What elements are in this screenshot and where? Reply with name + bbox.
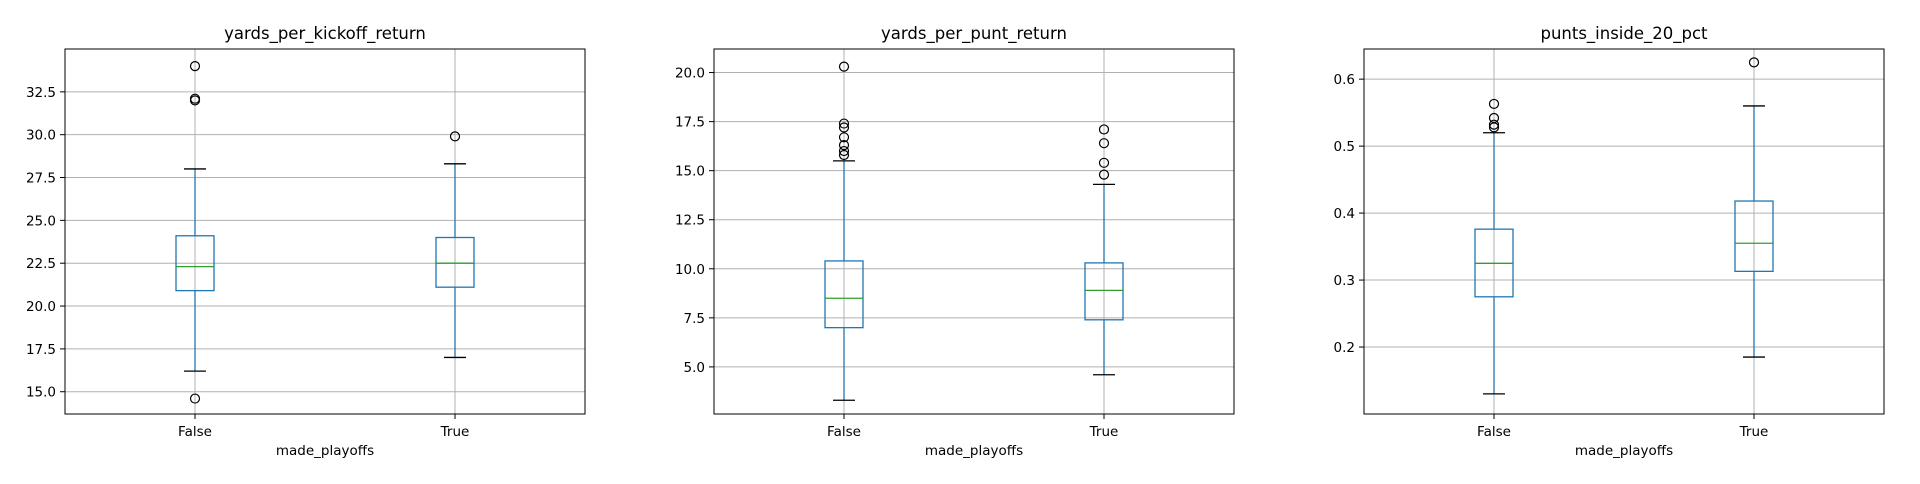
y-tick-label: 20.0 — [26, 299, 56, 315]
outlier-point — [838, 132, 850, 143]
outlier-point — [189, 93, 201, 104]
y-tick-label: 7.5 — [684, 311, 705, 327]
axes-frame — [64, 48, 586, 415]
box-True — [435, 131, 475, 359]
x-axis-label: made_playoffs — [276, 443, 374, 459]
outlier-point — [189, 61, 201, 72]
outlier-point — [1098, 138, 1110, 149]
y-tick-label: 5.0 — [684, 360, 705, 376]
y-tick-label: 0.4 — [1334, 206, 1355, 222]
box-True — [1734, 57, 1774, 358]
subplot-yards_per_kickoff_return: 15.0 17.5 20.0 22.5 25.0 27.5 30.0 32.5 False Tru… — [26, 24, 586, 459]
y-tick-label: 15.0 — [26, 385, 56, 401]
box-False — [1474, 98, 1514, 395]
x-tick-label: False — [178, 424, 212, 440]
x-axis-label: made_playoffs — [1575, 443, 1673, 459]
x-tick-label: False — [827, 424, 861, 440]
y-tick-label: 12.5 — [675, 213, 705, 229]
outlier-point — [838, 145, 850, 157]
outlier-point — [1488, 119, 1500, 130]
outlier-point — [1098, 169, 1110, 180]
box-False — [824, 61, 864, 401]
y-tick-label: 20.0 — [675, 66, 705, 82]
outlier-point — [1098, 157, 1110, 168]
outlier-point — [1098, 124, 1110, 135]
iqr-box — [824, 260, 864, 329]
iqr-box — [1734, 200, 1774, 272]
chart-title: yards_per_punt_return — [881, 24, 1067, 44]
x-tick-label: False — [1477, 424, 1511, 440]
y-tick-label: 0.2 — [1334, 340, 1355, 356]
iqr-box — [1084, 262, 1124, 321]
iqr-box — [175, 235, 215, 292]
chart-title: punts_inside_20_pct — [1540, 24, 1708, 44]
y-tick-label: 27.5 — [26, 171, 56, 187]
axes-frame — [1363, 48, 1885, 415]
outlier-point — [189, 393, 201, 404]
axes-frame — [713, 48, 1235, 415]
outlier-point — [838, 140, 850, 151]
outlier-point — [1748, 57, 1760, 68]
x-axis-label: made_playoffs — [925, 443, 1023, 459]
y-tick-label: 22.5 — [26, 256, 56, 272]
y-tick-label: 0.6 — [1334, 72, 1355, 88]
subplot-punts_inside_20_pct: 0.2 0.3 0.4 0.5 0.6 False True punts_inside_20_… — [1334, 24, 1885, 459]
outlier-point — [838, 118, 850, 129]
y-tick-label: 32.5 — [26, 85, 56, 101]
x-tick-label: True — [1739, 424, 1769, 440]
outlier-point — [838, 149, 850, 161]
outlier-point — [449, 131, 461, 142]
box-False — [175, 61, 215, 404]
y-tick-label: 10.0 — [675, 262, 705, 278]
outlier-point — [838, 61, 850, 72]
y-tick-label: 0.3 — [1334, 273, 1355, 289]
y-tick-label: 15.0 — [675, 164, 705, 180]
subplot-yards_per_punt_return: 5.0 7.5 10.0 12.5 15.0 17.5 20.0 False True yards… — [675, 24, 1235, 459]
iqr-box — [435, 236, 475, 288]
chart-title: yards_per_kickoff_return — [224, 24, 426, 44]
x-tick-label: True — [1089, 424, 1119, 440]
x-tick-label: True — [440, 424, 470, 440]
outlier-point — [1488, 98, 1500, 110]
y-tick-label: 17.5 — [675, 115, 705, 131]
y-tick-label: 0.5 — [1334, 139, 1355, 155]
outlier-point — [838, 122, 850, 133]
outlier-point — [1488, 112, 1500, 124]
y-tick-label: 25.0 — [26, 213, 56, 229]
y-tick-label: 30.0 — [26, 128, 56, 144]
box-True — [1084, 124, 1124, 376]
y-tick-label: 17.5 — [26, 342, 56, 358]
